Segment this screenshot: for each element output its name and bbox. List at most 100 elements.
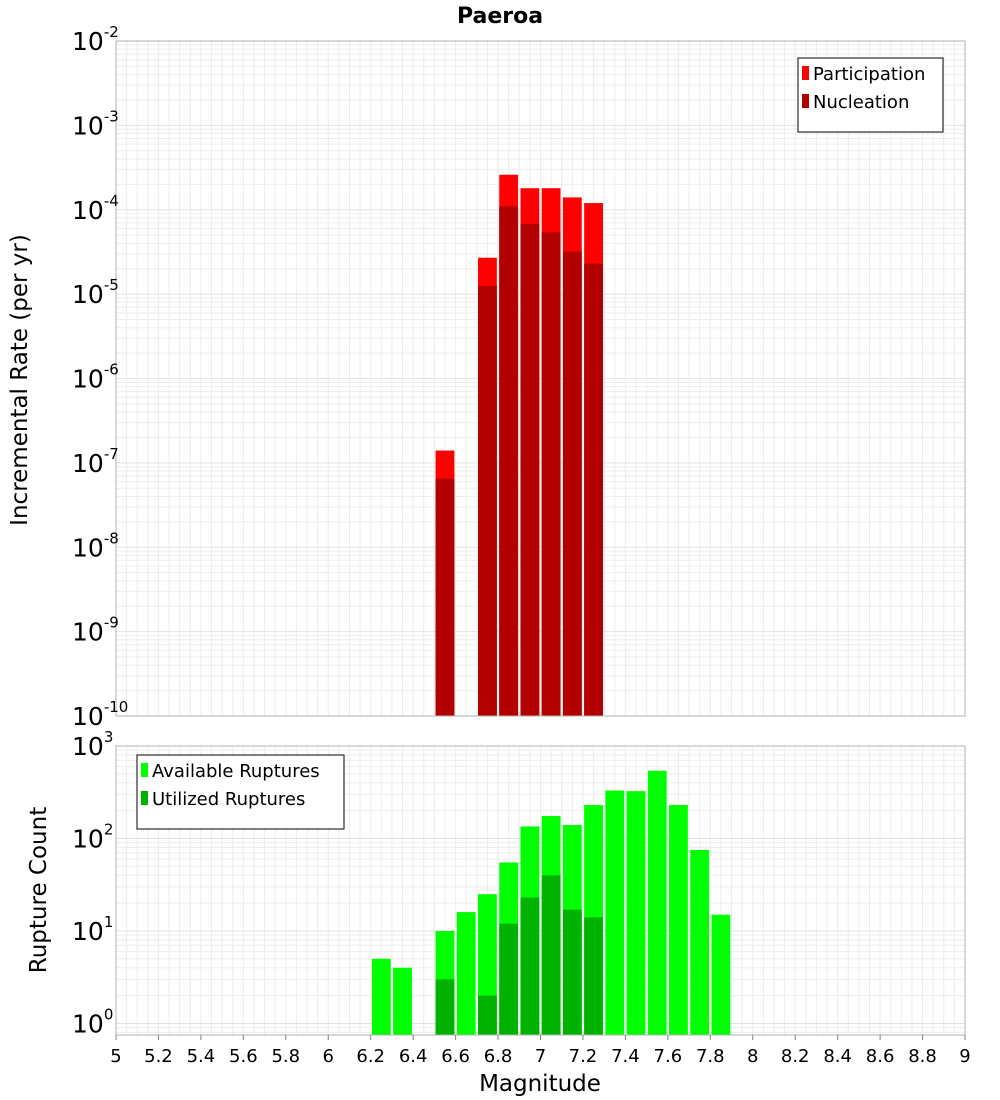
y-tick-exponent: -7 [104, 445, 119, 463]
utilized-ruptures-bar [541, 875, 561, 1035]
top-y-axis-label: Incremental Rate (per yr) [7, 234, 33, 526]
x-tick-label: 5.6 [229, 1046, 258, 1067]
x-axis-label: Magnitude [479, 1071, 601, 1097]
x-tick-label: 7.6 [654, 1046, 683, 1067]
y-tick-base: 10 [72, 196, 104, 225]
x-tick-label: 6.8 [484, 1046, 513, 1067]
y-tick-base: 10 [72, 917, 104, 946]
x-tick-label: 5.4 [187, 1046, 216, 1067]
top-y-tick-label: 10-2 [72, 23, 119, 56]
y-tick-base: 10 [72, 111, 104, 140]
available-ruptures-bar [626, 791, 646, 1035]
participation-legend-swatch [802, 66, 809, 80]
y-tick-exponent: -6 [104, 361, 119, 379]
x-tick-label: 6.2 [356, 1046, 385, 1067]
y-tick-base: 10 [72, 365, 104, 394]
utilized-ruptures-bar [435, 979, 455, 1035]
top-panel: Paeroa Incremental Rate (per yr) 10-210-… [7, 4, 966, 731]
nucleation-bar [478, 285, 497, 716]
x-tick-label: 6.4 [399, 1046, 428, 1067]
nucleation-bar [499, 206, 519, 716]
y-tick-exponent: -9 [104, 614, 119, 632]
bottom-y-tick-label: 100 [72, 1005, 113, 1038]
bottom-y-tick-label: 101 [72, 913, 113, 946]
available-ruptures-bar [605, 790, 625, 1035]
x-tick-label: 5.8 [271, 1046, 300, 1067]
y-tick-exponent: -10 [104, 698, 129, 716]
nucleation-legend-swatch [802, 94, 809, 108]
x-tick-label: 8.4 [823, 1046, 852, 1067]
top-y-tick-label: 10-7 [72, 445, 119, 478]
nucleation-legend-label: Nucleation [813, 92, 909, 113]
nucleation-bar [435, 478, 455, 716]
utilized-ruptures-legend-swatch [141, 791, 148, 805]
utilized-ruptures-legend-label: Utilized Ruptures [152, 789, 305, 810]
utilized-ruptures-bar [499, 923, 519, 1035]
x-tick-label: 7.4 [611, 1046, 640, 1067]
y-tick-exponent: -8 [104, 529, 119, 547]
top-y-tick-label: 10-5 [72, 276, 119, 309]
y-tick-base: 10 [72, 1009, 104, 1038]
available-ruptures-bar [711, 914, 731, 1035]
top-y-tick-label: 10-10 [72, 698, 128, 731]
y-tick-base: 10 [72, 533, 104, 562]
x-tick-label: 7.2 [569, 1046, 598, 1067]
y-tick-base: 10 [72, 27, 104, 56]
x-tick-label: 7 [535, 1046, 546, 1067]
y-tick-exponent: 0 [104, 1005, 114, 1023]
bottom-bars [371, 770, 731, 1035]
top-y-ticks: 10-210-310-410-510-610-710-810-910-10 [72, 23, 128, 731]
top-bars [435, 174, 603, 717]
utilized-ruptures-bar [520, 897, 540, 1035]
x-ticks: 5 5.2 5.4 5.6 5.8 6 6.2 6.4 6.6 6.8 7 7.2 7.4 7.6 7.8 8… [110, 1035, 971, 1067]
x-tick-label: 8 [747, 1046, 758, 1067]
utilized-ruptures-bar [562, 909, 582, 1035]
utilized-ruptures-bar [584, 917, 603, 1035]
x-tick-label: 8.2 [781, 1046, 810, 1067]
y-tick-exponent: -3 [104, 107, 119, 125]
x-tick-label: 5.2 [144, 1046, 173, 1067]
y-tick-base: 10 [72, 824, 104, 853]
x-tick-label: 6 [323, 1046, 334, 1067]
bottom-y-tick-label: 103 [72, 728, 113, 761]
nucleation-bar [562, 251, 582, 716]
y-tick-base: 10 [72, 280, 104, 309]
utilized-ruptures-bar [478, 995, 497, 1035]
x-tick-label: 8.8 [908, 1046, 937, 1067]
available-ruptures-bar [647, 770, 667, 1035]
nucleation-bar [520, 223, 540, 716]
y-tick-exponent: -5 [104, 276, 119, 294]
top-y-tick-label: 10-9 [72, 614, 119, 647]
available-ruptures-bar [393, 967, 412, 1035]
y-tick-base: 10 [72, 449, 104, 478]
bottom-grid [115, 745, 966, 1035]
top-y-tick-label: 10-4 [72, 192, 119, 225]
y-tick-base: 10 [72, 618, 104, 647]
y-tick-base: 10 [72, 702, 104, 731]
x-tick-label: 6.6 [441, 1046, 470, 1067]
y-tick-exponent: -2 [104, 23, 119, 41]
y-tick-exponent: 3 [104, 728, 114, 746]
x-tick-label: 8.6 [866, 1046, 895, 1067]
available-ruptures-legend-swatch [141, 763, 148, 777]
y-tick-exponent: 2 [104, 820, 114, 838]
nucleation-bar [541, 232, 561, 716]
participation-legend-label: Participation [813, 64, 925, 85]
top-legend-box [797, 57, 944, 133]
top-y-tick-label: 10-8 [72, 529, 119, 562]
bottom-legend: Available Ruptures Utilized Ruptures [136, 754, 345, 830]
top-y-tick-label: 10-6 [72, 361, 119, 394]
top-legend: Participation Nucleation [797, 57, 944, 133]
available-ruptures-bar [690, 850, 710, 1035]
available-ruptures-bar [371, 958, 391, 1035]
available-ruptures-bar [456, 912, 476, 1035]
y-tick-base: 10 [72, 732, 104, 761]
x-tick-label: 9 [959, 1046, 970, 1067]
bottom-y-tick-label: 102 [72, 820, 113, 853]
nucleation-bar [584, 263, 603, 716]
top-grid [115, 40, 966, 717]
x-tick-label: 5 [110, 1046, 121, 1067]
